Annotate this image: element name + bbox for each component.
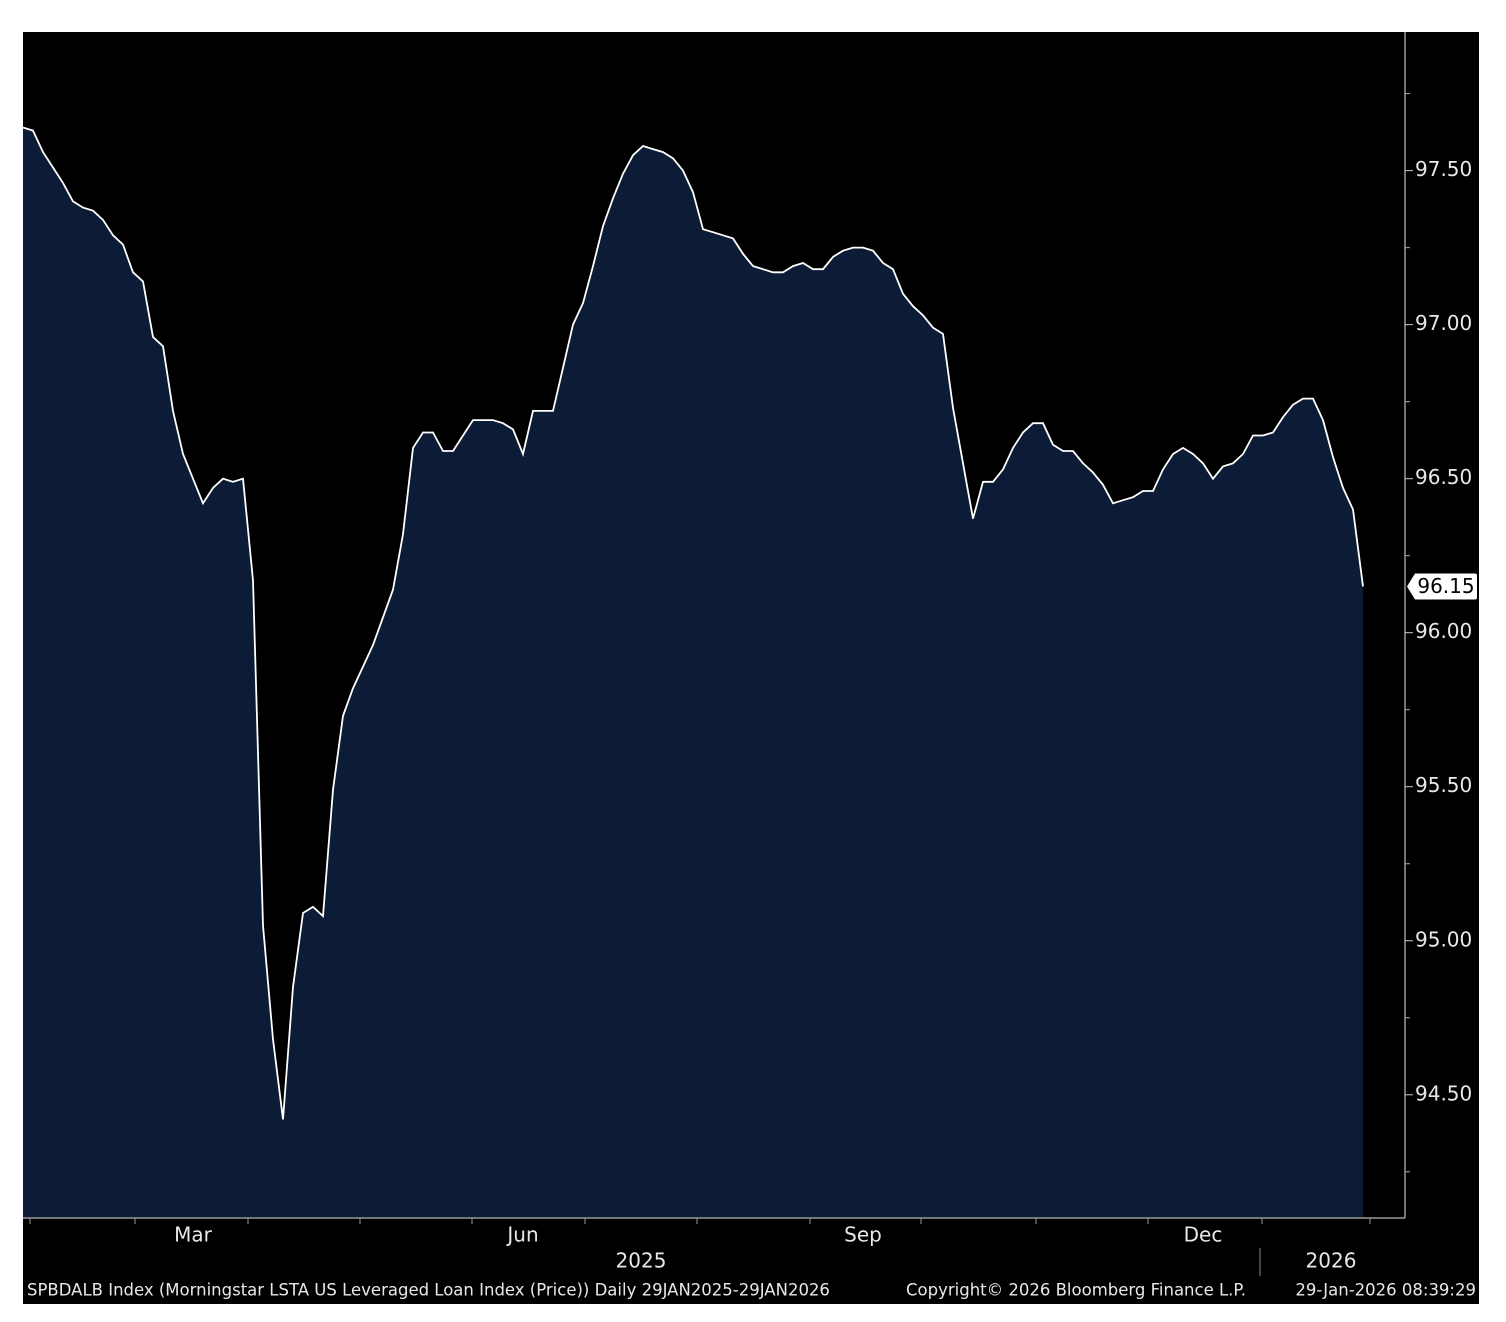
area [23, 127, 1363, 1218]
last-value-label: 96.15 [1417, 574, 1474, 598]
footer-timestamp: 29-Jan-2026 08:39:29 [1295, 1281, 1476, 1300]
y-tick-label: 97.50 [1415, 157, 1472, 181]
y-tick-label: 96.00 [1415, 619, 1472, 643]
y-tick-label: 95.00 [1415, 927, 1472, 951]
x-tick-label: Jun [505, 1223, 538, 1247]
line [22, 126, 1364, 1120]
x-tick-label: Dec [1184, 1223, 1223, 1247]
last-value-box [1407, 573, 1477, 600]
footer-source: SPBDALB Index (Morningstar LSTA US Lever… [27, 1281, 830, 1300]
y-tick-label: 95.50 [1415, 773, 1472, 797]
y-tick-label: 94.50 [1415, 1081, 1472, 1105]
y-tick-label: 96.50 [1415, 465, 1472, 489]
year-label: 2026 [1306, 1249, 1357, 1273]
x-tick-label: Sep [844, 1223, 882, 1247]
y-tick-label: 97.00 [1415, 311, 1472, 335]
year-label: 2025 [616, 1249, 667, 1273]
x-tick-label: Mar [174, 1223, 213, 1247]
footer-copyright: Copyright© 2026 Bloomberg Finance L.P. [906, 1281, 1246, 1300]
